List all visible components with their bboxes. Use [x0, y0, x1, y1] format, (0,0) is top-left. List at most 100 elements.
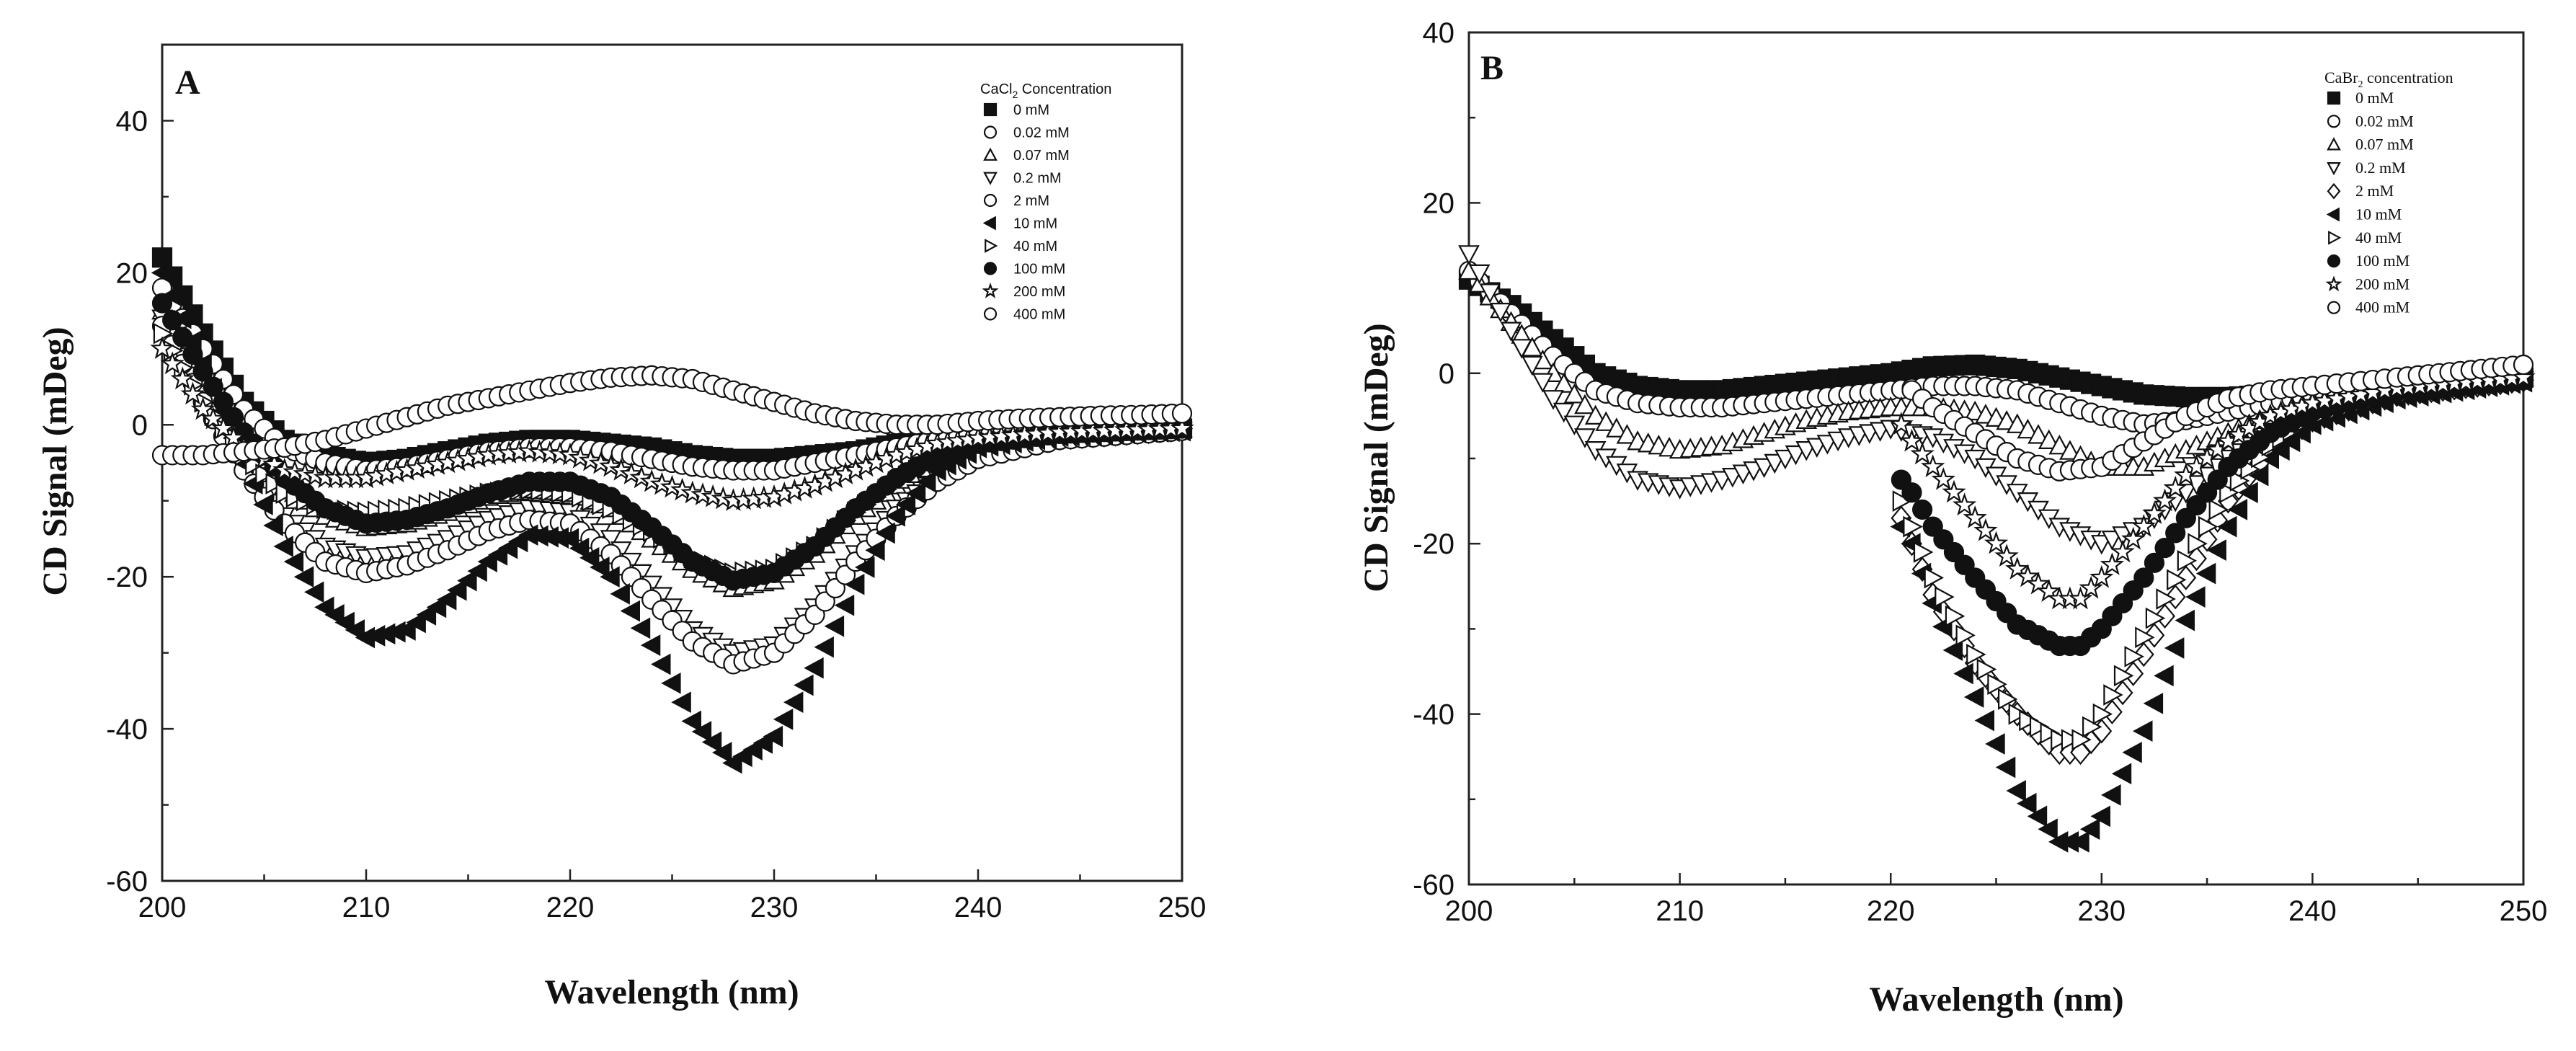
panel-b-legend-marker — [2327, 137, 2341, 151]
panel-b-data-point — [1955, 624, 1976, 647]
panel-a-data-point — [1171, 403, 1193, 424]
panel-b-data-point — [1892, 490, 1913, 512]
panel-b-x-tick-label: 240 — [2288, 895, 2337, 927]
panel-a-y-tick-label: 20 — [116, 257, 148, 289]
panel-a-data-point — [630, 617, 651, 639]
panel-b-data-point — [1500, 321, 1522, 342]
panel-a-data-point — [619, 461, 644, 485]
panel-a-legend-title: CaCl2 Concentration — [980, 81, 1111, 100]
panel-b-data-point — [1987, 673, 2007, 696]
panel-b-series-400-mm — [1901, 354, 2534, 482]
panel-b-data-point — [1542, 390, 1564, 410]
panel-b-data-point — [1966, 644, 1986, 665]
panel-b-data-point — [1963, 686, 1984, 708]
panel-b-data-point — [2229, 470, 2250, 492]
panel-a-data-point — [211, 415, 236, 439]
panel-b-y-tick-label: 0 — [1439, 358, 1454, 390]
panel-b-legend-label: 2 mM — [2355, 182, 2394, 200]
panel-b-data-point — [1775, 449, 1796, 470]
panel-b-data-point — [1764, 453, 1786, 474]
panel-b-data-point — [2019, 709, 2039, 732]
panel-b-data-point — [2068, 586, 2093, 610]
panel-b-data-point — [1553, 373, 1575, 393]
panel-a-legend-item: 40 mM — [985, 239, 1057, 254]
panel-b-data-point — [1910, 441, 1935, 465]
panel-a-data-point — [345, 619, 365, 641]
panel-b-data-point — [2111, 763, 2132, 785]
panel-a-data-point — [446, 579, 467, 601]
panel-a-y-tick-label: -40 — [106, 714, 148, 745]
panel-b-legend-item: 100 mM — [2327, 252, 2410, 270]
panel-a-data-point — [160, 351, 185, 375]
panel-a-data-point — [182, 344, 203, 365]
panel-b-data-point — [2090, 805, 2110, 828]
panel-a-data-point — [773, 709, 794, 730]
panel-b-legend-label: 0.2 mM — [2355, 159, 2406, 177]
panel-a-data-point — [416, 604, 437, 626]
panel-b-legend-label: 100 mM — [2355, 252, 2410, 270]
panel-b-legend-title-rest: concentration — [2363, 68, 2453, 87]
panel-b-legend-marker — [2327, 115, 2341, 128]
panel-b-data-point — [2079, 575, 2103, 599]
panel-a-data-point — [661, 672, 681, 694]
panel-b-data-point — [2163, 475, 2188, 499]
panel-b-data-point — [2219, 482, 2239, 504]
panel-a-data-point — [804, 604, 825, 626]
panel-a-data-point — [293, 566, 314, 588]
panel-b-data-point — [2006, 780, 2026, 802]
panel-a-legend-item: 2 mM — [983, 193, 1049, 209]
panel-b-data-point — [2048, 434, 2071, 455]
panel-a-data-point — [213, 391, 234, 412]
panel-b-data-point — [2177, 549, 2198, 572]
panel-b-chart: 200 210 220 230 240 250 -60 -40 -20 0 20 40 CaBr2 c… — [1357, 17, 2547, 1019]
panel-b-legend-title-sub: 2 — [2358, 79, 2363, 90]
panel-a-data-point — [253, 494, 273, 515]
panel-b-legend-marker — [2327, 91, 2341, 105]
panel-b-y-tick-label: -60 — [1413, 869, 1454, 901]
panel-a-data-point — [814, 636, 834, 658]
panel-b-data-point — [2154, 665, 2174, 687]
panel-a-data-point — [711, 742, 732, 763]
panel-a-data-point — [406, 611, 426, 634]
panel-a-data-point — [794, 674, 814, 696]
panel-b-data-point — [1924, 567, 1945, 589]
panel-b-legend-marker — [2327, 254, 2341, 268]
panel-b-data-point — [2082, 716, 2102, 738]
panel-b-data-point — [2059, 440, 2081, 460]
panel-a-data-point — [629, 465, 654, 489]
panel-b-data-point — [2027, 805, 2048, 828]
panel-b-data-point — [2089, 564, 2114, 588]
panel-b-data-point — [1584, 404, 1607, 425]
panel-b-data-point — [2259, 448, 2279, 469]
panel-b-x-tick-label: 250 — [2500, 895, 2548, 927]
panel-a-legend-marker — [983, 172, 998, 185]
panel-a-data-point — [854, 556, 875, 578]
panel-b-legend-item: 10 mM — [2326, 205, 2402, 223]
panel-a-data-point — [814, 591, 835, 612]
panel-a-y-tick-label: -20 — [106, 562, 148, 593]
panel-b-data-point — [2133, 567, 2154, 588]
panel-b-data-point — [2133, 642, 2154, 668]
panel-b-legend-label: 400 mM — [2355, 298, 2410, 316]
panel-a-data-point — [151, 262, 172, 284]
panel-b-data-point — [2238, 482, 2258, 504]
panel-b-y-axis-title: CD Signal (mDeg) — [1357, 323, 1395, 592]
panel-b-data-point — [1899, 428, 1924, 452]
panel-b-data-point — [2029, 716, 2050, 738]
panel-b-data-point — [1785, 445, 1807, 466]
panel-a-legend-label: 0 mM — [1013, 102, 1049, 118]
panel-b-data-point — [2154, 603, 2176, 629]
panel-b-data-point — [2198, 515, 2219, 538]
panel-b-data-point — [2038, 818, 2058, 841]
panel-b-data-point — [1889, 412, 1914, 435]
panel-b-data-point — [1974, 709, 1994, 732]
panel-a-legend-marker — [983, 262, 998, 275]
panel-b-data-point — [1563, 415, 1586, 436]
panel-b-y-tick-label: -20 — [1413, 528, 1454, 560]
panel-a-data-point — [915, 471, 936, 493]
panel-b-legend-label: 10 mM — [2355, 205, 2402, 223]
panel-a-legend-item: 10 mM — [982, 216, 1057, 232]
panel-b-data-point — [1911, 499, 1933, 520]
